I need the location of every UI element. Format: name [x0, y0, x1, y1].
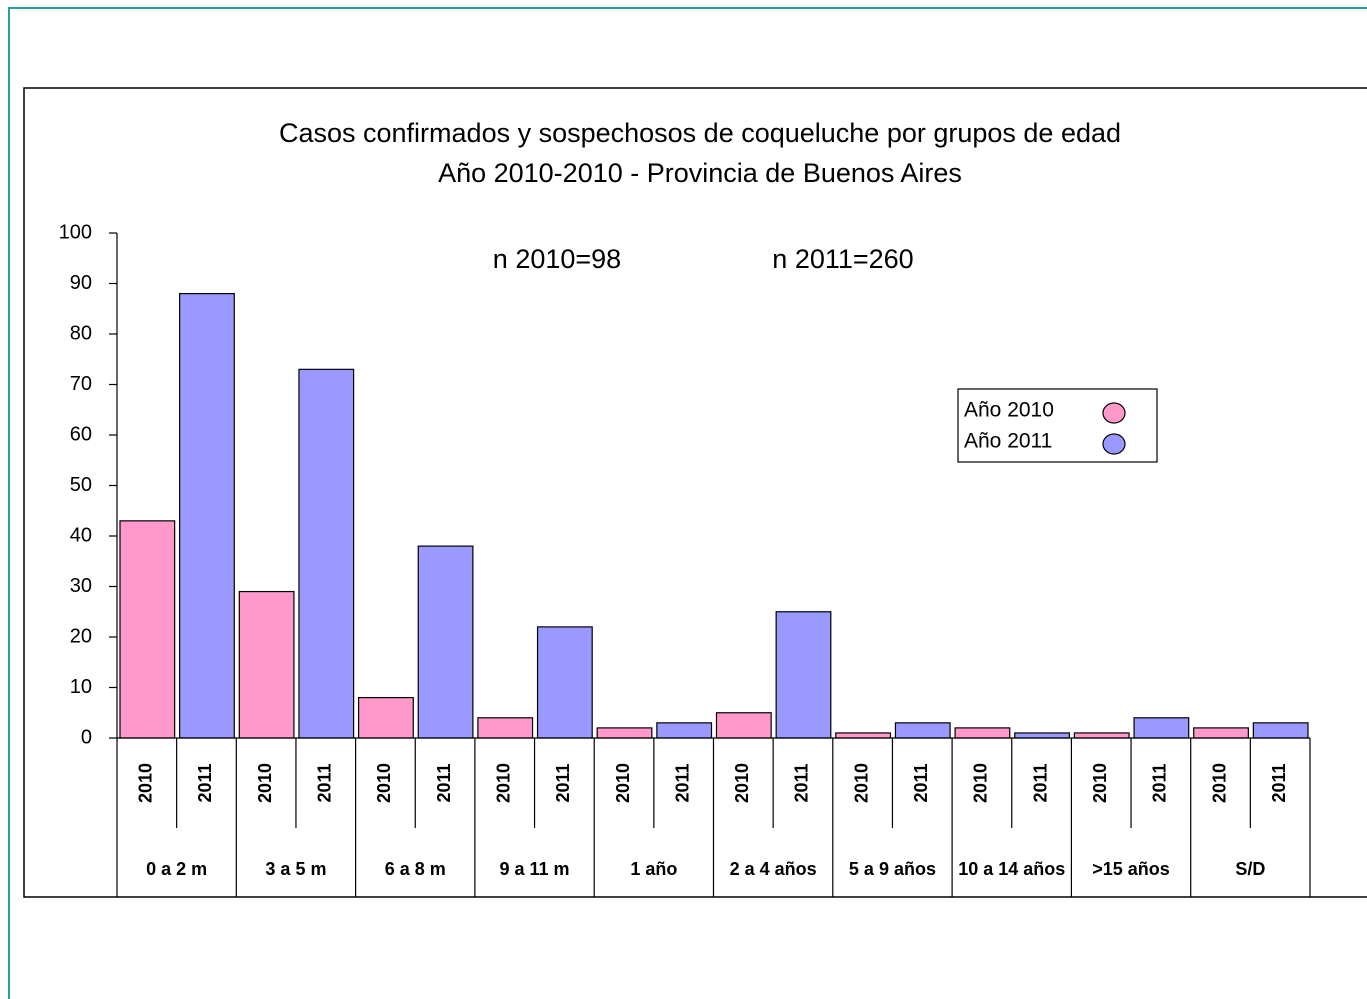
y-tick-label: 90 — [70, 272, 92, 294]
x-group-label-box: 9 a 11 m — [499, 859, 570, 879]
y-tick-label: 100 — [59, 221, 92, 243]
x-group-label-box: 6 a 8 m — [384, 859, 446, 879]
y-tick-label: 10 — [70, 676, 92, 698]
y-tick-label: 50 — [70, 474, 92, 496]
x-tick-label: 5 a 9 años — [848, 859, 936, 879]
bar — [1073, 732, 1130, 739]
chart-title: Casos confirmados y sospechosos de coque… — [279, 118, 1121, 148]
x-sublabel: 2010 — [732, 763, 752, 803]
y-tick-label: 30 — [70, 575, 92, 597]
x-tick-label: 2 a 4 años — [729, 859, 817, 879]
x-tick-label: >15 años — [1092, 859, 1170, 879]
bar — [775, 611, 832, 739]
bar — [656, 722, 713, 739]
bar — [536, 626, 593, 739]
bar — [1193, 727, 1249, 739]
x-group-label-box: 10 a 14 años — [958, 859, 1066, 879]
chart-subtitle: Año 2010-2010 - Provincia de Buenos Aire… — [438, 158, 962, 188]
x-sublabel: 2011 — [1030, 763, 1050, 802]
bar — [179, 293, 235, 739]
x-sublabel: 2010 — [255, 763, 275, 803]
bar — [417, 545, 474, 739]
chart-box — [23, 87, 1367, 898]
x-sublabel: 2011 — [434, 763, 454, 802]
bar — [715, 712, 772, 739]
x-tick-label: 6 a 8 m — [384, 859, 446, 879]
x-group-label-box: 3 a 5 m — [265, 859, 327, 879]
x-group-label-box: 5 a 9 años — [848, 859, 936, 879]
x-tick-label: 1 año — [630, 859, 678, 879]
legend-label: Año 2010 — [964, 399, 1054, 422]
bar — [298, 368, 355, 739]
y-tick-label: 80 — [70, 322, 92, 344]
x-tick-label: 10 a 14 años — [958, 859, 1066, 879]
x-sublabel: 2010 — [493, 763, 513, 803]
bar — [1252, 722, 1309, 739]
x-sublabel: 2010 — [1090, 763, 1110, 803]
x-sublabel: 2011 — [195, 763, 215, 802]
x-sublabel: 2011 — [672, 763, 692, 802]
x-group-label-box: 0 a 2 m — [146, 859, 208, 879]
x-tick-label: 3 a 5 m — [265, 859, 327, 879]
x-group-label-box: >15 años — [1092, 859, 1170, 879]
bar — [238, 590, 295, 739]
y-tick-label: 60 — [70, 423, 92, 445]
bar — [1014, 732, 1071, 739]
bar — [954, 727, 1011, 739]
x-sublabel: 2011 — [911, 763, 931, 802]
x-sublabel: 2010 — [613, 763, 633, 803]
bar — [358, 696, 414, 739]
x-sublabel: 2011 — [315, 763, 335, 802]
legend-box — [957, 388, 1158, 463]
x-group-label-box: S/D — [1235, 859, 1266, 879]
annotation: n 2010=98 — [493, 244, 621, 274]
x-sublabel: 2010 — [136, 763, 156, 803]
y-tick-label: 40 — [70, 524, 92, 546]
bar — [1133, 717, 1190, 739]
bar — [477, 717, 534, 739]
legend-swatch — [1102, 402, 1126, 424]
y-tick-label: 70 — [70, 373, 92, 395]
bar — [835, 732, 892, 739]
bar — [894, 722, 951, 739]
x-sublabel: 2010 — [851, 763, 871, 803]
x-tick-label: 0 a 2 m — [146, 859, 208, 879]
x-sublabel: 2010 — [374, 763, 394, 803]
x-sublabel: 2011 — [792, 763, 812, 802]
annotation: n 2011=260 — [772, 244, 913, 274]
bar — [119, 520, 176, 739]
legend-swatch — [1102, 433, 1126, 455]
x-sublabel: 2010 — [1209, 763, 1229, 803]
bar — [596, 727, 653, 739]
x-sublabel: 2010 — [971, 763, 991, 803]
x-sublabel: 2011 — [1150, 763, 1170, 802]
x-sublabel: 2011 — [553, 763, 573, 802]
x-sublabel: 2011 — [1269, 763, 1289, 802]
x-tick-label: 9 a 11 m — [499, 859, 570, 879]
legend-label: Año 2011 — [964, 430, 1052, 453]
x-tick-label: S/D — [1235, 859, 1266, 879]
y-tick-label: 20 — [70, 625, 92, 647]
y-tick-label: 0 — [81, 726, 92, 748]
x-group-label-box: 2 a 4 años — [729, 859, 817, 879]
x-group-label-box: 1 año — [630, 859, 678, 879]
